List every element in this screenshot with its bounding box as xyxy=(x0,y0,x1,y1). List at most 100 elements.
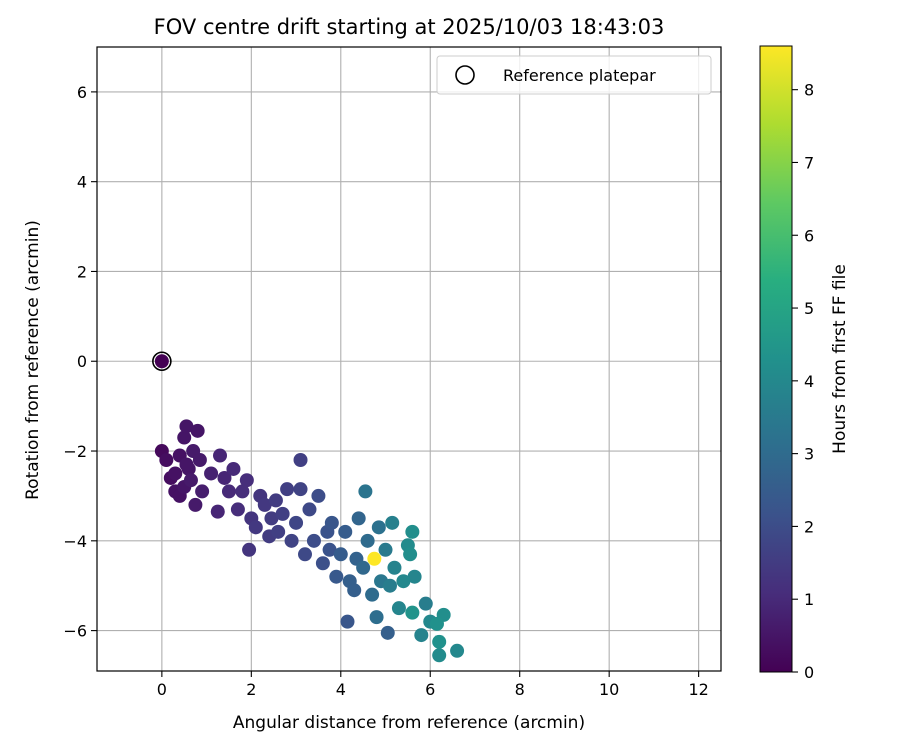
y-tick-label: 2 xyxy=(77,262,87,281)
scatter-point xyxy=(264,511,279,526)
y-tick-label: −6 xyxy=(63,622,87,641)
scatter-point xyxy=(405,524,420,539)
scatter-point xyxy=(405,605,420,620)
scatter-point xyxy=(168,466,183,481)
scatter-point xyxy=(280,482,295,497)
scatter-point xyxy=(311,488,326,503)
scatter-point xyxy=(367,551,382,566)
scatter-point xyxy=(275,506,290,521)
scatter-point xyxy=(192,453,207,468)
x-tick-label: 2 xyxy=(246,680,256,699)
scatter-point xyxy=(347,583,362,598)
y-tick-label: 4 xyxy=(77,173,87,192)
x-axis-label: Angular distance from reference (arcmin) xyxy=(233,713,585,733)
y-axis-label: Rotation from reference (arcmin) xyxy=(23,220,43,500)
scatter-point xyxy=(324,515,339,530)
scatter-point xyxy=(387,560,402,575)
scatter-point xyxy=(179,457,194,472)
scatter-point xyxy=(333,547,348,562)
scatter-point xyxy=(365,587,380,602)
scatter-points xyxy=(154,354,465,663)
colorbar-tick-label: 5 xyxy=(804,299,814,318)
scatter-point xyxy=(432,634,447,649)
x-tick-label: 0 xyxy=(157,680,167,699)
scatter-point xyxy=(213,448,228,463)
scatter-point xyxy=(242,542,257,557)
scatter-point xyxy=(159,453,174,468)
legend-label: Reference platepar xyxy=(503,66,656,85)
scatter-point xyxy=(418,596,433,611)
scatter-point xyxy=(429,616,444,631)
plot-frame xyxy=(96,46,722,672)
scatter-point xyxy=(293,453,308,468)
scatter-point xyxy=(195,484,210,499)
x-tick-label: 10 xyxy=(599,680,619,699)
scatter-point xyxy=(380,625,395,640)
scatter-point xyxy=(298,547,312,562)
colorbar-tick-label: 7 xyxy=(804,153,814,172)
scatter-point xyxy=(179,419,194,434)
scatter-point xyxy=(204,466,219,481)
x-axis-ticks: 0 2 4 6 8 10 12 xyxy=(157,671,709,699)
scatter-point xyxy=(154,354,169,369)
legend-box xyxy=(436,55,712,95)
colorbar-tick-label: 0 xyxy=(804,663,814,682)
chart-title: FOV centre drift starting at 2025/10/03 … xyxy=(154,15,665,39)
scatter-point xyxy=(396,574,411,589)
scatter-point xyxy=(356,560,371,575)
y-tick-label: −2 xyxy=(63,442,87,461)
scatter-point xyxy=(450,643,465,658)
scatter-point xyxy=(177,430,192,445)
scatter-point xyxy=(369,610,384,625)
scatter-point xyxy=(329,569,344,584)
scatter-point xyxy=(226,461,241,476)
reference-point-marker xyxy=(152,351,172,372)
scatter-point xyxy=(284,533,299,548)
scatter-point xyxy=(188,497,203,512)
scatter-point xyxy=(271,524,286,539)
scatter-point xyxy=(289,515,304,530)
scatter-point xyxy=(432,648,447,663)
x-tick-label: 6 xyxy=(425,680,435,699)
x-tick-label: 4 xyxy=(336,680,346,699)
scatter-point xyxy=(183,473,198,488)
x-tick-label: 8 xyxy=(515,680,525,699)
colorbar-label: Hours from first FF file xyxy=(830,264,850,454)
colorbar-tick-label: 6 xyxy=(804,226,814,245)
scatter-point xyxy=(190,423,205,438)
y-tick-label: 6 xyxy=(77,83,87,102)
scatter-point xyxy=(302,502,317,517)
scatter-point xyxy=(351,511,366,526)
colorbar-tick-label: 3 xyxy=(804,445,814,464)
scatter-point xyxy=(221,484,236,499)
scatter-point xyxy=(360,533,375,548)
scatter-point xyxy=(230,502,245,517)
colorbar-tick-label: 4 xyxy=(804,372,814,391)
y-axis-ticks: −6 −4 −2 0 2 4 6 xyxy=(63,83,97,641)
scatter-point xyxy=(403,547,418,562)
x-tick-label: 12 xyxy=(688,680,708,699)
scatter-point xyxy=(378,542,393,557)
y-tick-label: −4 xyxy=(63,532,87,551)
legend: Reference platepar xyxy=(436,55,712,95)
scatter-point xyxy=(414,628,429,643)
scatter-point xyxy=(391,601,406,616)
colorbar-gradient xyxy=(759,45,793,673)
colorbar: 0 1 2 3 4 5 6 7 8 Hours from first FF file xyxy=(759,45,850,682)
scatter-point xyxy=(306,533,321,548)
colorbar-ticks: 0 1 2 3 4 5 6 7 8 xyxy=(792,81,814,682)
scatter-point xyxy=(257,497,272,512)
scatter-point xyxy=(293,482,308,497)
scatter-point xyxy=(268,493,283,508)
scatter-point xyxy=(235,484,250,499)
y-tick-label: 0 xyxy=(77,352,87,371)
colorbar-tick-label: 2 xyxy=(804,517,814,536)
scatter-point xyxy=(217,470,232,485)
scatter-point xyxy=(385,515,400,530)
scatter-point xyxy=(210,504,225,519)
scatter-point xyxy=(248,520,263,535)
scatter-point xyxy=(382,578,397,593)
scatter-point xyxy=(239,473,254,488)
scatter-point xyxy=(338,524,353,539)
